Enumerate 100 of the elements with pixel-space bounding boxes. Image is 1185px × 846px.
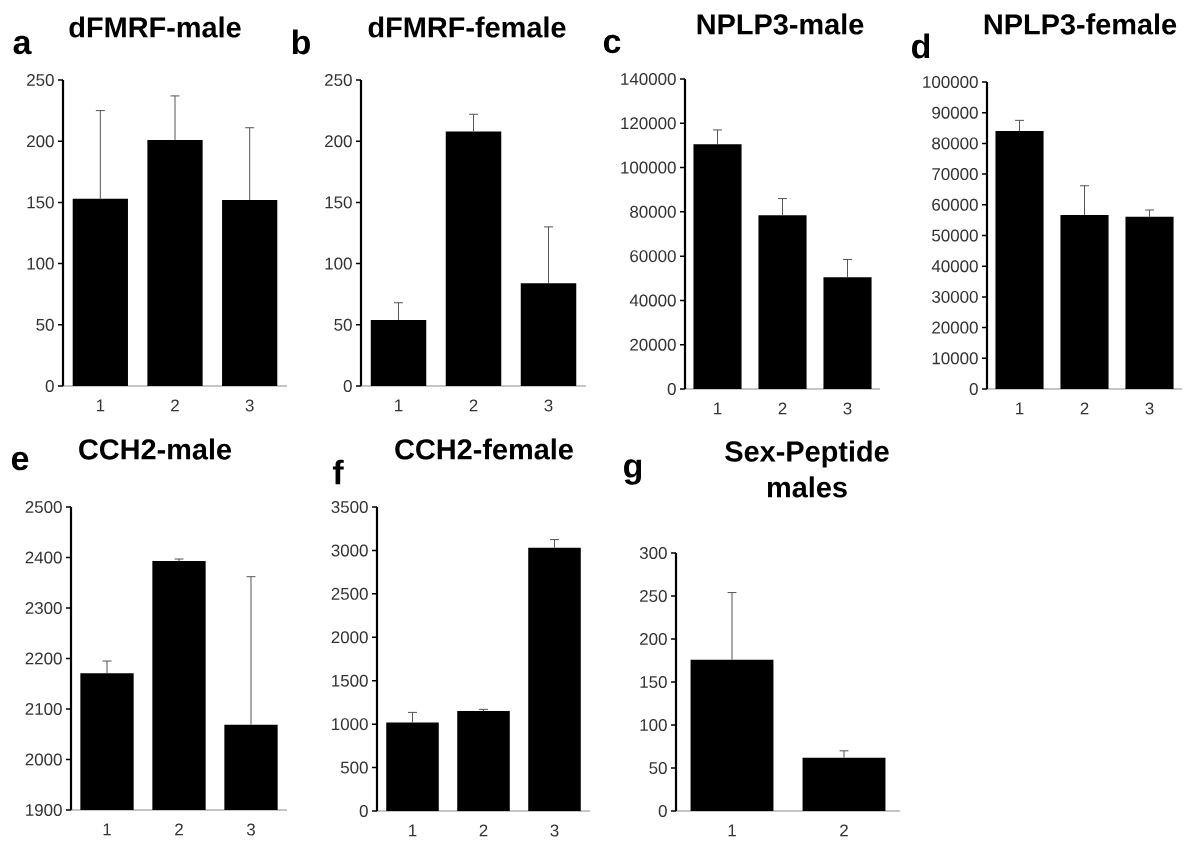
text: c	[603, 34, 621, 54]
y-tick-label: 30000	[932, 290, 978, 303]
y-tick-label: 100	[640, 719, 667, 731]
y-tick-label: 2000	[331, 631, 368, 644]
y-tick-label: 200	[27, 135, 54, 148]
x-tick-label: 1	[1016, 402, 1024, 415]
y-tick-label: 0	[969, 383, 978, 395]
bar	[386, 722, 439, 811]
y-tick-label: 140000	[621, 72, 676, 85]
chart-title: NPLP3-male	[697, 13, 864, 35]
x-tick-label: 2	[840, 824, 848, 837]
bar	[1060, 214, 1109, 389]
y-tick-label: 0	[45, 380, 54, 392]
bar	[995, 131, 1044, 389]
x-tick-label: 1	[714, 402, 722, 415]
x-tick-label: 3	[550, 824, 559, 837]
y-tick-label: 2400	[25, 551, 62, 564]
x-tick-label: 1	[409, 824, 417, 837]
y-tick-label: 40000	[931, 260, 978, 273]
bar	[445, 131, 502, 386]
text: a	[13, 35, 32, 55]
y-tick-label: 200	[640, 633, 667, 645]
x-tick-label: 3	[246, 823, 255, 836]
bar	[1125, 216, 1174, 389]
text: b	[292, 29, 310, 55]
y-tick-label: 50	[36, 318, 54, 331]
y-tick-label: 40000	[629, 294, 676, 307]
y-tick-label: 3000	[331, 544, 368, 557]
y-tick-label: 250	[325, 74, 352, 86]
x-tick-label: 3	[245, 399, 254, 412]
y-tick-label: 1900	[26, 804, 62, 816]
text: g	[624, 459, 642, 485]
y-tick-label: 0	[359, 805, 368, 817]
chart-title: Sex-Peptide males	[725, 440, 889, 498]
x-tick-label: 1	[96, 399, 105, 412]
x-tick-label: 2	[171, 399, 179, 412]
y-tick-label: 80000	[932, 137, 978, 150]
y-tick-label: 250	[640, 590, 667, 602]
bar	[147, 139, 203, 386]
bar	[370, 319, 427, 386]
y-tick-label: 50000	[932, 229, 978, 242]
y-tick-label: 0	[667, 383, 676, 395]
bar	[823, 277, 872, 389]
x-tick-label: 1	[103, 823, 111, 836]
bar	[457, 711, 510, 811]
y-tick-label: 2300	[25, 602, 62, 614]
y-tick-label: 60000	[630, 250, 676, 263]
chart-title: NPLP3-female	[984, 13, 1177, 35]
y-tick-label: 1500	[332, 674, 368, 687]
x-tick-label: 1	[395, 399, 403, 412]
y-tick-label: 300	[639, 547, 667, 559]
x-tick-label: 2	[175, 823, 183, 836]
x-tick-label: 2	[1080, 402, 1089, 415]
text: f	[332, 459, 344, 485]
bar	[693, 144, 742, 389]
y-tick-label: 150	[640, 676, 667, 688]
y-tick-label: 2500	[25, 501, 62, 514]
y-tick-label: 2000	[25, 753, 62, 766]
y-tick-label: 2200	[25, 652, 62, 665]
y-tick-label: 10000	[932, 352, 978, 365]
y-tick-label: 2500	[331, 587, 368, 600]
chart-title: CCH2-female	[395, 438, 573, 460]
bar	[520, 283, 577, 386]
bar	[758, 215, 807, 389]
y-tick-label: 500	[340, 761, 368, 774]
text: d	[912, 33, 930, 59]
y-tick-label: 100000	[923, 75, 978, 88]
y-tick-label: 20000	[630, 338, 676, 351]
y-tick-label: 250	[27, 74, 54, 86]
y-tick-label: 50	[334, 318, 352, 331]
y-tick-label: 150	[325, 196, 352, 209]
y-tick-label: 60000	[932, 198, 978, 211]
x-tick-label: 2	[479, 824, 488, 837]
y-tick-label: 50	[649, 762, 667, 774]
y-tick-label: 120000	[621, 117, 676, 130]
x-tick-label: 3	[544, 399, 553, 412]
y-tick-label: 90000	[932, 106, 978, 119]
x-tick-label: 2	[778, 402, 787, 415]
y-tick-label: 20000	[932, 321, 978, 334]
y-tick-label: 200	[325, 135, 352, 148]
y-tick-label: 100	[325, 257, 352, 270]
chart-title: dFMRF-female	[368, 16, 566, 38]
y-tick-label: 100000	[621, 161, 676, 174]
y-tick-label: 3500	[331, 501, 368, 513]
bar	[72, 198, 128, 386]
y-tick-label: 0	[658, 805, 667, 817]
bar	[528, 547, 581, 811]
chart-title: CCH2-male	[79, 438, 232, 460]
y-tick-label: 70000	[932, 168, 978, 181]
x-tick-label: 1	[728, 824, 736, 837]
y-tick-label: 2100	[25, 703, 62, 715]
bar	[222, 199, 278, 386]
y-tick-label: 0	[343, 380, 352, 392]
text: e	[11, 451, 29, 471]
y-tick-label: 1000	[332, 718, 368, 731]
x-tick-label: 3	[1145, 402, 1154, 415]
y-tick-label: 100	[27, 257, 54, 270]
y-tick-label: 80000	[630, 205, 676, 218]
y-tick-label: 150	[27, 196, 54, 209]
x-tick-label: 3	[843, 402, 852, 415]
